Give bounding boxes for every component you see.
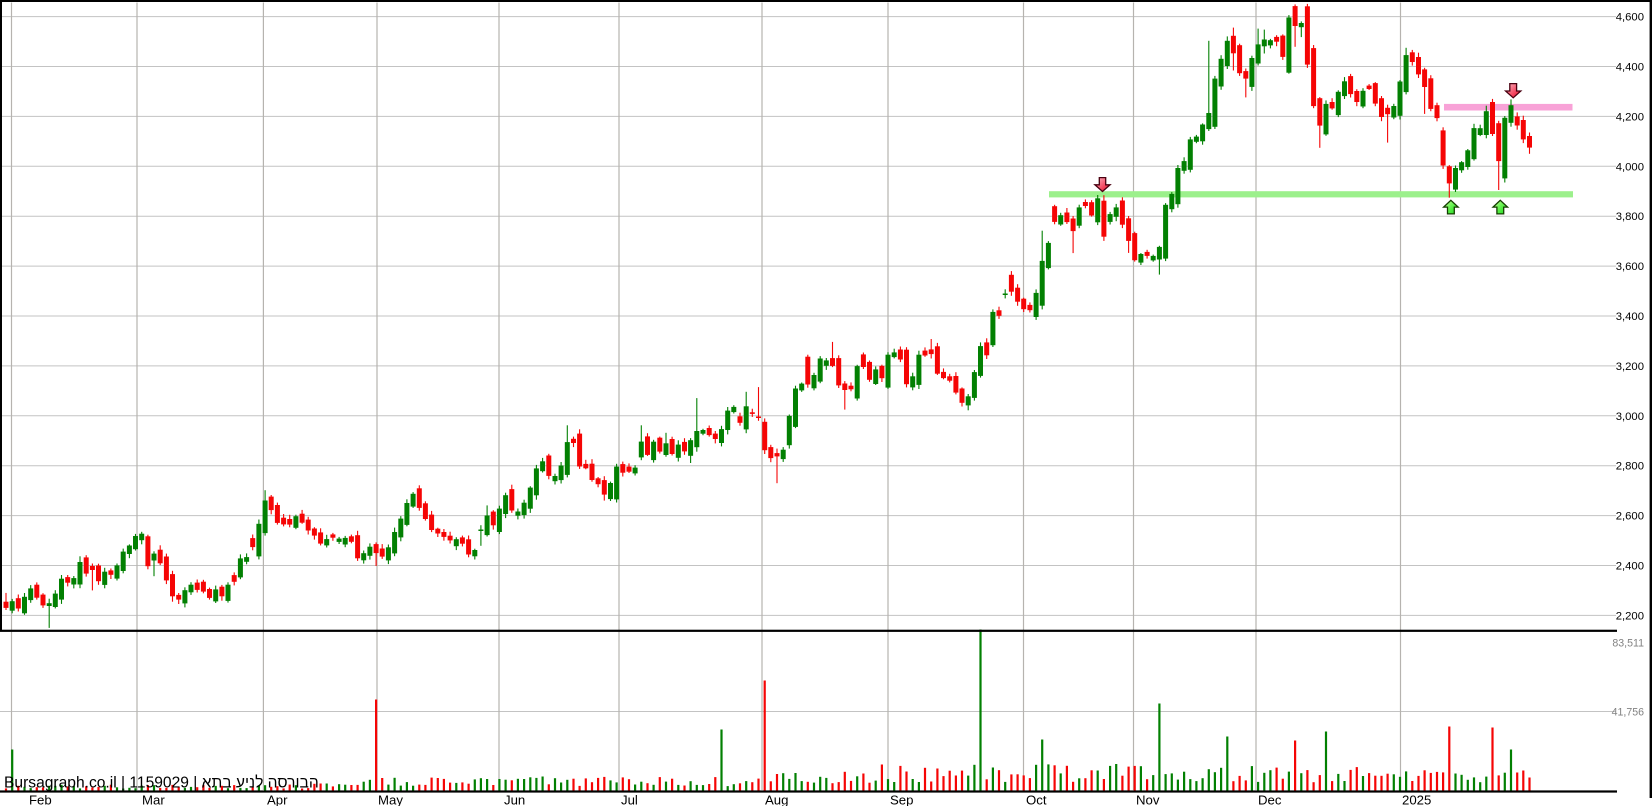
svg-text:4,000: 4,000: [1616, 161, 1644, 173]
svg-text:Mar: Mar: [142, 793, 165, 807]
svg-text:Aug: Aug: [765, 793, 788, 807]
svg-text:Bursagraph.co.il | 1159029 | ה: Bursagraph.co.il | 1159029 | הבורסה לניע…: [4, 775, 319, 792]
svg-text:Jul: Jul: [621, 793, 638, 807]
svg-text:3,600: 3,600: [1616, 261, 1644, 273]
svg-text:2025: 2025: [1402, 793, 1431, 807]
svg-text:3,000: 3,000: [1616, 411, 1644, 423]
svg-text:3,200: 3,200: [1616, 361, 1644, 373]
svg-text:83,511: 83,511: [1612, 638, 1644, 650]
svg-text:4,400: 4,400: [1616, 62, 1644, 74]
svg-text:Feb: Feb: [29, 793, 52, 807]
svg-text:3,400: 3,400: [1616, 311, 1644, 323]
svg-text:2,400: 2,400: [1616, 561, 1644, 573]
svg-text:2,800: 2,800: [1616, 461, 1644, 473]
svg-text:Dec: Dec: [1258, 793, 1282, 807]
svg-text:2,600: 2,600: [1616, 511, 1644, 523]
svg-text:3,800: 3,800: [1616, 211, 1644, 223]
svg-text:Sep: Sep: [890, 793, 913, 807]
svg-text:Apr: Apr: [267, 793, 288, 807]
svg-text:Nov: Nov: [1136, 793, 1160, 807]
svg-text:May: May: [378, 793, 403, 807]
svg-text:Jun: Jun: [504, 793, 525, 807]
svg-text:2,200: 2,200: [1616, 610, 1644, 622]
svg-text:4,200: 4,200: [1616, 111, 1644, 123]
svg-text:Oct: Oct: [1026, 793, 1047, 807]
svg-text:41,756: 41,756: [1612, 707, 1645, 719]
svg-text:4,600: 4,600: [1616, 12, 1644, 24]
